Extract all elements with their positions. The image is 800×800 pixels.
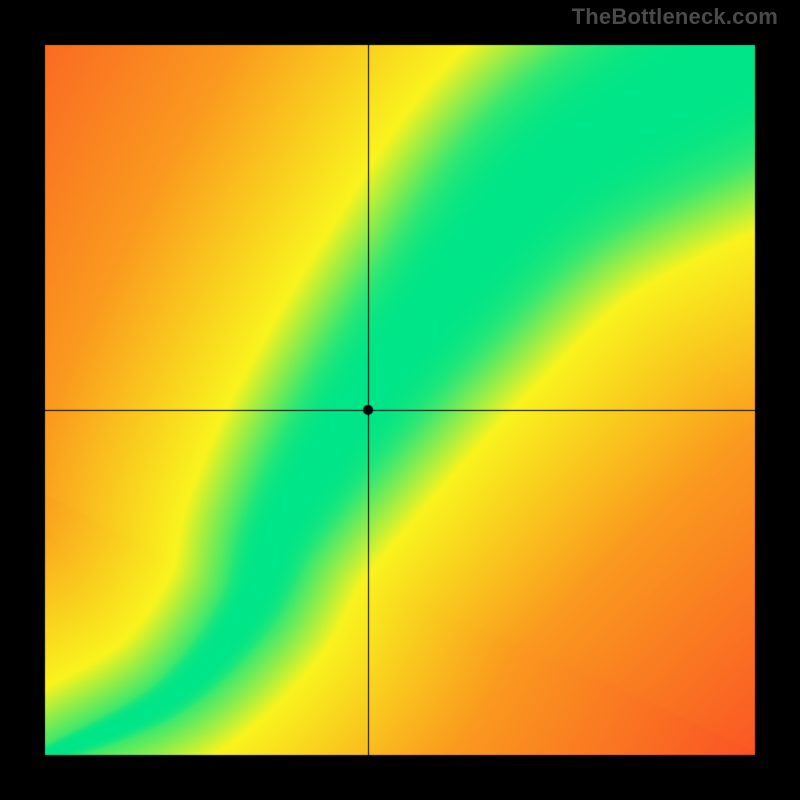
chart-container: TheBottleneck.com: [0, 0, 800, 800]
watermark-text: TheBottleneck.com: [572, 4, 778, 30]
bottleneck-heatmap: [0, 0, 800, 800]
